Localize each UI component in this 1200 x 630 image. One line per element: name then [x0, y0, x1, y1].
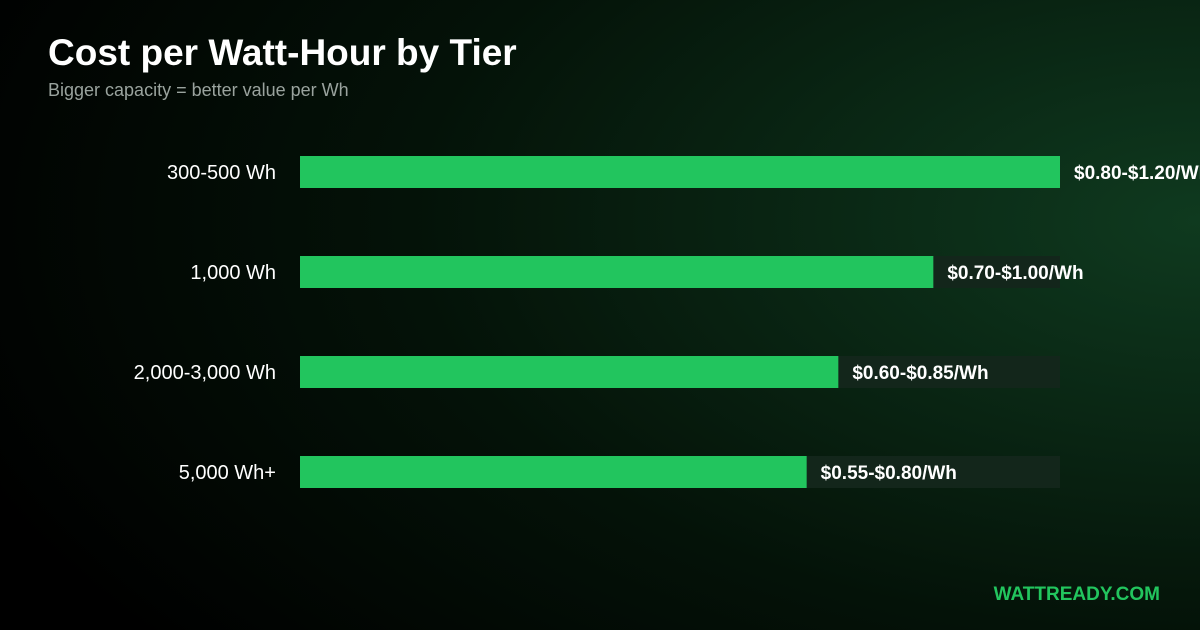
bar — [300, 356, 839, 388]
value-label: $0.55-$0.80/Wh — [821, 463, 957, 484]
category-label: 5,000 Wh+ — [179, 462, 276, 484]
category-label: 300-500 Wh — [167, 162, 276, 184]
value-label: $0.60-$0.85/Wh — [852, 363, 988, 384]
bar — [300, 156, 1060, 188]
bar — [300, 456, 807, 488]
category-label: 1,000 Wh — [190, 262, 276, 284]
chart-subtitle: Bigger capacity = better value per Wh — [48, 80, 349, 100]
category-label: 2,000-3,000 Wh — [134, 362, 276, 384]
chart-title: Cost per Watt-Hour by Tier — [48, 32, 517, 73]
bar — [300, 256, 934, 288]
footer: WATTREADY.COM — [994, 584, 1160, 605]
value-label: $0.70-$1.00/Wh — [947, 263, 1083, 284]
value-label: $0.80-$1.20/Wh — [1074, 163, 1200, 184]
